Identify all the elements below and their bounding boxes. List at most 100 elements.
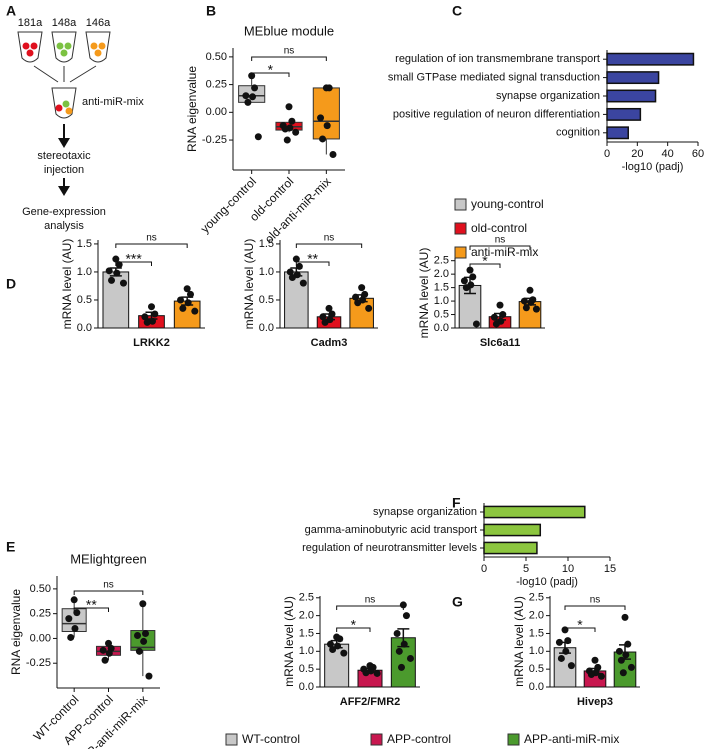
data-point xyxy=(143,318,151,326)
legend-label: APP-anti-miR-mix xyxy=(524,732,619,746)
y-tick-label: 0.0 xyxy=(259,322,274,334)
y-tick-label: positive regulation of neuron differenti… xyxy=(393,108,600,120)
x-tick-label: 60 xyxy=(692,148,704,160)
data-point xyxy=(285,103,293,111)
step-label: analysis xyxy=(44,220,84,232)
data-point xyxy=(617,656,625,664)
dot xyxy=(60,49,68,57)
data-point xyxy=(460,277,468,285)
data-point xyxy=(148,317,156,325)
data-point xyxy=(295,262,303,270)
y-tick-label: 1.5 xyxy=(77,238,92,250)
data-point xyxy=(244,98,252,106)
significance-bracket xyxy=(115,243,188,248)
significance-bracket xyxy=(564,627,596,632)
significance-bracket xyxy=(251,72,290,77)
dot xyxy=(98,42,106,50)
y-tick-label: synapse organization xyxy=(496,90,600,102)
y-tick-label: 2.0 xyxy=(299,610,314,622)
y-tick-label: 1.5 xyxy=(299,627,314,639)
data-point xyxy=(65,615,73,623)
y-tick-label: 2.5 xyxy=(529,592,544,604)
data-point xyxy=(184,299,192,307)
data-point xyxy=(99,646,107,654)
data-point xyxy=(562,647,570,655)
x-tick-label: 10 xyxy=(562,563,574,575)
step-label: stereotaxic xyxy=(37,150,91,162)
data-point xyxy=(135,647,143,655)
data-point xyxy=(499,311,507,319)
y-tick-label: -0.25 xyxy=(26,657,51,669)
data-point xyxy=(283,136,291,144)
data-point xyxy=(186,290,194,298)
y-tick-label: 1.5 xyxy=(529,627,544,639)
x-tick-label: 0 xyxy=(604,148,610,160)
data-point xyxy=(325,304,333,312)
data-point xyxy=(319,313,327,321)
data-point xyxy=(113,269,121,277)
x-axis-label: Hivep3 xyxy=(577,696,613,708)
tube xyxy=(17,31,43,63)
significance-bracket xyxy=(336,627,371,632)
data-point xyxy=(567,662,575,670)
chart-title: MEblue module xyxy=(244,23,334,38)
legend-label: APP-control xyxy=(387,732,451,746)
data-point xyxy=(151,310,159,318)
data-point xyxy=(594,663,602,671)
y-axis-label: RNA eigenvalue xyxy=(185,66,199,152)
data-point xyxy=(325,84,333,92)
data-point xyxy=(334,642,342,650)
x-axis-label: -log10 (padj) xyxy=(622,161,684,173)
y-tick-label: 2.0 xyxy=(434,268,449,280)
dot xyxy=(90,42,98,50)
data-point xyxy=(615,647,623,655)
data-point xyxy=(71,625,79,633)
box xyxy=(312,87,340,140)
significance-bracket xyxy=(469,245,531,250)
data-point xyxy=(352,293,360,301)
data-point xyxy=(393,629,401,637)
data-point xyxy=(492,320,500,328)
panel-label: B xyxy=(206,3,216,19)
data-point xyxy=(358,284,366,292)
data-point xyxy=(317,114,325,122)
data-point xyxy=(326,640,334,648)
y-tick-label: gamma-aminobutyric acid transport xyxy=(305,524,477,536)
bar xyxy=(606,89,657,103)
data-point xyxy=(397,663,405,671)
y-tick-label: 1.5 xyxy=(259,238,274,250)
x-tick-label: young-control xyxy=(198,174,259,235)
data-point xyxy=(140,637,148,645)
diagram-a: 181a 148a 146a anti-miR-mix stereotaxic … xyxy=(17,17,144,232)
mirna-label: 148a xyxy=(52,17,77,29)
data-point xyxy=(242,92,250,100)
y-tick-label: -0.25 xyxy=(202,134,227,146)
significance-bracket xyxy=(336,605,404,610)
y-tick-label: 1.0 xyxy=(529,645,544,657)
data-point xyxy=(362,669,370,677)
y-tick-label: 0.25 xyxy=(206,79,227,91)
significance-label: ** xyxy=(307,251,318,267)
significance-label: ns xyxy=(365,595,376,606)
y-axis-label: mRNA level (AU) xyxy=(282,596,296,687)
dot xyxy=(94,49,102,57)
significance-label: * xyxy=(482,253,488,269)
y-tick-label: 2.0 xyxy=(529,610,544,622)
significance-label: ns xyxy=(590,595,601,606)
data-point xyxy=(148,303,155,311)
significance-bracket xyxy=(73,607,109,612)
data-point xyxy=(119,279,127,287)
y-tick-label: 0.5 xyxy=(529,663,544,675)
data-point xyxy=(340,649,348,657)
dot xyxy=(65,107,73,115)
data-point xyxy=(105,649,113,657)
y-axis-label: mRNA level (AU) xyxy=(60,239,74,330)
data-point xyxy=(619,669,627,677)
panel-label: D xyxy=(6,276,16,292)
legend-label: old-control xyxy=(471,221,527,235)
significance-label: * xyxy=(268,62,274,78)
significance-label: ns xyxy=(103,580,114,591)
data-point xyxy=(249,93,257,101)
y-tick-label: 0.0 xyxy=(299,681,314,693)
